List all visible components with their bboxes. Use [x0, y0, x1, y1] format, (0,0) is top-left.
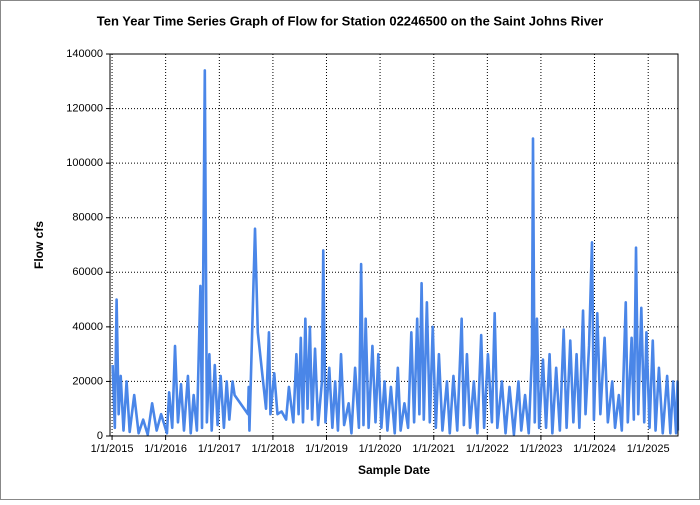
x-tick-label: 1/1/2017 [198, 443, 241, 455]
x-tick-label: 1/1/2018 [252, 443, 295, 455]
chart-title: Ten Year Time Series Graph of Flow for S… [97, 13, 603, 28]
x-tick-label: 1/1/2022 [466, 443, 509, 455]
x-tick-label: 1/1/2016 [144, 443, 187, 455]
x-tick-label: 1/1/2019 [305, 443, 348, 455]
y-tick-label: 60000 [72, 266, 103, 278]
x-tick-label: 1/1/2021 [412, 443, 455, 455]
x-axis-label: Sample Date [358, 463, 430, 477]
x-tick-label: 1/1/2025 [627, 443, 670, 455]
x-tick-label: 1/1/2020 [359, 443, 402, 455]
y-tick-label: 120000 [66, 102, 103, 114]
y-tick-label: 0 [97, 430, 103, 442]
x-tick-label: 1/1/2015 [91, 443, 134, 455]
y-tick-label: 80000 [72, 212, 103, 224]
y-tick-label: 100000 [66, 157, 103, 169]
y-tick-label: 20000 [72, 375, 103, 387]
x-tick-label: 1/1/2023 [520, 443, 563, 455]
y-axis-label: Flow cfs [32, 221, 46, 269]
y-tick-label: 140000 [66, 48, 103, 60]
x-tick-label: 1/1/2024 [573, 443, 616, 455]
plot-border [109, 53, 679, 437]
flow-line [111, 69, 680, 436]
y-tick-label: 40000 [72, 321, 103, 333]
